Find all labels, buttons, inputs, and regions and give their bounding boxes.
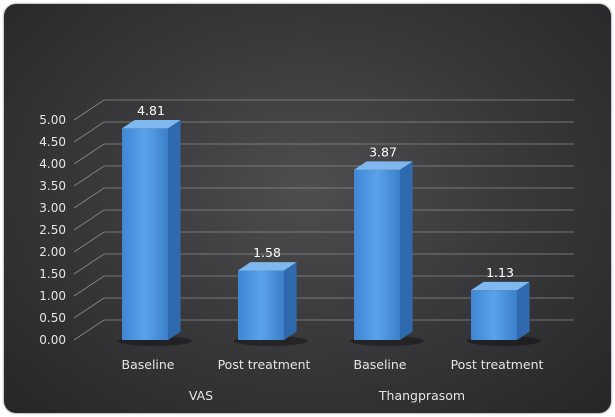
y-axis: 0.00 0.50 1.00 1.50 2.00 2.50 3.00 3.50 4.00 4.50… (39, 113, 66, 347)
data-label: 3.87 (369, 144, 397, 159)
y-tick-label: 5.00 (39, 113, 66, 127)
bar (471, 290, 517, 340)
bar (238, 270, 284, 340)
gridline (73, 319, 574, 341)
gridline (73, 231, 574, 253)
category-label: Baseline (354, 357, 407, 372)
bar-side (168, 119, 181, 341)
y-tick-label: 4.50 (39, 135, 66, 149)
category-label: Baseline (122, 357, 175, 372)
gridline (73, 99, 574, 121)
y-tick-label: 1.50 (39, 267, 66, 281)
y-tick-label: 3.00 (39, 201, 66, 215)
gridline (73, 121, 574, 143)
bar-side (517, 281, 530, 340)
bar-side (284, 262, 297, 340)
bar-top (354, 161, 413, 170)
bar-chart: 0.00 0.50 1.00 1.50 2.00 2.50 3.00 3.50 4.00 4.50… (39, 99, 574, 403)
gridline (73, 275, 574, 297)
bar (354, 169, 400, 340)
bar-side (400, 161, 413, 340)
y-tick-label: 2.00 (39, 245, 66, 259)
labels: 4.81 Baseline 1.58 Post treatment VAS 3.87 Bas… (122, 103, 544, 403)
chart-frame: 0.00 0.50 1.00 1.50 2.00 2.50 3.00 3.50 4.00 4.50… (4, 4, 611, 413)
data-label: 4.81 (137, 103, 165, 118)
category-label: Post treatment (451, 357, 544, 372)
data-label: 1.58 (253, 245, 281, 260)
y-tick-label: 3.50 (39, 179, 66, 193)
gridline (73, 253, 574, 275)
category-label: Post treatment (218, 357, 311, 372)
y-tick-label: 4.00 (39, 157, 66, 171)
y-tick-label: 0.00 (39, 333, 66, 347)
gridline (73, 209, 574, 231)
bars (118, 119, 541, 346)
bar-top (471, 281, 530, 291)
gridline (73, 187, 574, 209)
data-label: 1.13 (486, 265, 514, 280)
bar-top (238, 262, 297, 271)
y-tick-label: 2.50 (39, 223, 66, 237)
y-tick-label: 1.00 (39, 289, 66, 303)
gridline (73, 143, 574, 165)
gridlines (73, 99, 574, 341)
y-tick-label: 0.50 (39, 311, 66, 325)
gridline (73, 297, 574, 319)
bar (122, 128, 168, 340)
gridline (73, 165, 574, 187)
group-label: Thangprasom (378, 388, 465, 403)
group-label: VAS (189, 388, 213, 403)
bar-top (122, 119, 181, 129)
